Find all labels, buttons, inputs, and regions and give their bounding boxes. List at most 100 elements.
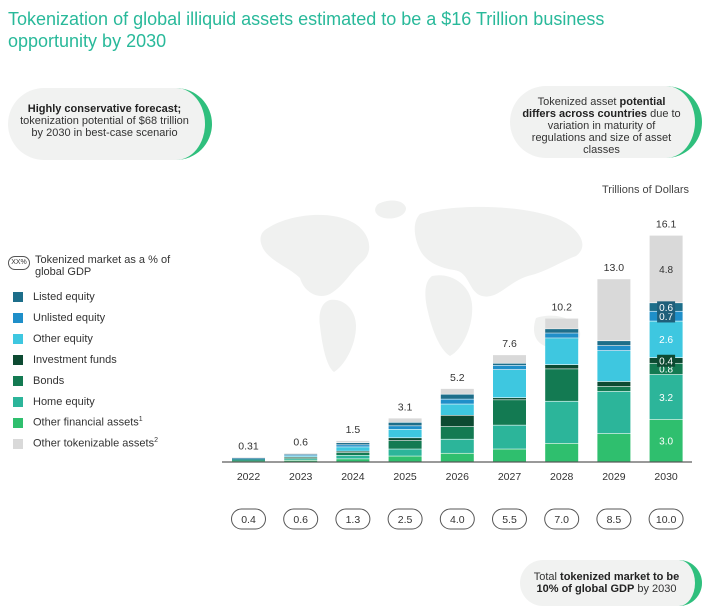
- bar-2025-other-tokenizable: [388, 418, 422, 423]
- bar-2030-other-financial: [649, 419, 683, 462]
- bar-2028-other-tokenizable: [545, 318, 579, 329]
- total-label-2027: 7.6: [502, 338, 517, 350]
- gdp-pill-2028: [544, 508, 580, 530]
- x-tick-label-2029: 2029: [602, 471, 626, 483]
- legend-item-listed: Listed equity: [8, 286, 175, 307]
- bar-2024-bonds: [336, 452, 370, 456]
- bar-2028-other-equity: [545, 338, 579, 365]
- bar-2027-other-financial: [493, 449, 526, 462]
- legend-swatch-other-equity: [13, 333, 23, 344]
- x-tick-label-2023: 2023: [289, 471, 313, 483]
- bar-2023-bonds: [284, 458, 318, 459]
- gdp-percent-2024: 1.3: [346, 514, 361, 526]
- segment-label-box-unlisted: [657, 310, 676, 323]
- labels-group: 0.31 2022 0.4 0.6 2023 0.6 1.5 2024 1.3 3.1 2025 2.…: [231, 219, 684, 530]
- bar-2022-unlisted: [232, 458, 265, 460]
- bar-2023-home-equity: [284, 459, 318, 460]
- bar-2029-bonds: [597, 386, 631, 392]
- gdp-percent-2026: 4.0: [450, 514, 465, 526]
- bar-2029-listed: [597, 341, 631, 346]
- legend-swatch-other-financial: [13, 417, 23, 428]
- legend-swatch-listed: [13, 291, 23, 302]
- gdp-pill-2024: [335, 508, 371, 530]
- legend-label-investment-funds: Investment funds: [33, 353, 117, 366]
- legend-item-home-equity: Home equity: [8, 391, 175, 412]
- total-label-2030: 16.1: [656, 219, 677, 231]
- total-label-2024: 1.5: [346, 424, 361, 436]
- page-title: Tokenization of global illiquid assets e…: [8, 9, 605, 51]
- legend-label-bonds: Bonds: [33, 374, 65, 387]
- gdp-pill-icon: XX%: [8, 256, 30, 270]
- total-label-2026: 5.2: [450, 372, 465, 384]
- x-tick-label-2028: 2028: [550, 471, 574, 483]
- bar-2026-home-equity: [440, 439, 474, 453]
- bar-2023-listed: [284, 454, 318, 456]
- legend-item-other-tokenizable: Other tokenizable assets2: [8, 433, 175, 454]
- bar-2030-other-equity: [649, 321, 683, 358]
- callout-right-text2: due to variation in maturity of regulati…: [531, 108, 681, 156]
- bar-2027-home-equity: [493, 425, 526, 449]
- bar-2022-listed: [232, 458, 265, 459]
- gdp-pill-2022: [231, 508, 266, 530]
- gdp-percent-2023: 0.6: [293, 514, 308, 526]
- callout-country-potential: Tokenized asset potential differs across…: [510, 86, 702, 158]
- legend-label-home-equity: Home equity: [33, 395, 95, 408]
- segment-label-2030-unlisted: 0.7: [659, 312, 673, 323]
- bar-2026-bonds: [440, 426, 474, 439]
- legend-label-other-equity: Other equity: [33, 332, 93, 345]
- bar-2025-listed: [388, 422, 422, 426]
- bar-2025-investment-funds: [388, 438, 422, 441]
- gdp-pill-2023: [283, 508, 319, 530]
- bar-2022-bonds: [232, 459, 265, 461]
- x-tick-label-2024: 2024: [341, 471, 365, 483]
- bar-2025-other-equity: [388, 429, 422, 438]
- legend-item-unlisted: Unlisted equity: [8, 307, 175, 328]
- gdp-percent-2027: 5.5: [502, 514, 517, 526]
- bar-2023-other-tokenizable: [284, 453, 318, 455]
- legend-label-other-tokenizable: Other tokenizable assets2: [33, 437, 158, 450]
- gdp-percent-2029: 8.5: [607, 514, 622, 526]
- legend-swatch-bonds: [13, 375, 23, 386]
- bar-2024-home-equity: [336, 455, 370, 459]
- legend-swatch-unlisted: [13, 312, 23, 323]
- segment-label-2030-home-equity: 3.2: [659, 393, 673, 404]
- total-label-2029: 13.0: [604, 262, 625, 274]
- bar-2026-investment-funds: [440, 415, 474, 427]
- world-map-background: [260, 200, 583, 372]
- bar-2026-listed: [440, 394, 474, 399]
- bar-2030-bonds: [649, 363, 683, 375]
- segment-label-box-investment-funds: [657, 354, 676, 367]
- bar-2030-other-tokenizable: [649, 235, 683, 303]
- x-tick-label-2026: 2026: [446, 471, 470, 483]
- bar-2029-investment-funds: [597, 381, 631, 387]
- bar-2029-home-equity: [597, 391, 631, 434]
- gdp-pill-2027: [492, 508, 527, 530]
- bar-2022-other-tokenizable: [232, 457, 265, 459]
- bar-2027-other-equity: [493, 369, 526, 398]
- bar-2026-other-financial: [440, 453, 474, 462]
- legend-label-unlisted: Unlisted equity: [33, 311, 106, 324]
- bar-2024-other-equity: [336, 447, 370, 451]
- bar-2025-unlisted: [388, 426, 422, 430]
- x-tick-label-2022: 2022: [237, 471, 261, 483]
- legend-item-investment-funds: Investment funds: [8, 349, 175, 370]
- bar-2030-home-equity: [649, 374, 683, 420]
- total-label-2022: 0.31: [238, 441, 259, 453]
- gdp-pill-2030: [648, 508, 684, 530]
- callout-right-text1: Tokenized asset: [537, 96, 620, 108]
- segment-label-2030-bonds: 0.8: [659, 365, 673, 376]
- callout-gdp-share: Total tokenized market to be 10% of glob…: [520, 560, 702, 606]
- x-tick-label-2030: 2030: [654, 471, 678, 483]
- bar-2024-investment-funds: [336, 451, 370, 453]
- bar-2025-other-financial: [388, 456, 422, 462]
- bar-2028-listed: [545, 329, 579, 333]
- bar-2027-other-tokenizable: [493, 355, 526, 363]
- legend-item-bonds: Bonds: [8, 370, 175, 391]
- legend-gdp-label: Tokenized market as a % of global GDP: [35, 254, 171, 278]
- legend-label-listed: Listed equity: [33, 290, 95, 303]
- callout-bottom-text1: Total: [533, 571, 561, 583]
- bar-2024-listed: [336, 443, 370, 445]
- segment-label-2030-other-financial: 3.0: [659, 436, 673, 447]
- bar-2022-investment-funds: [232, 459, 265, 461]
